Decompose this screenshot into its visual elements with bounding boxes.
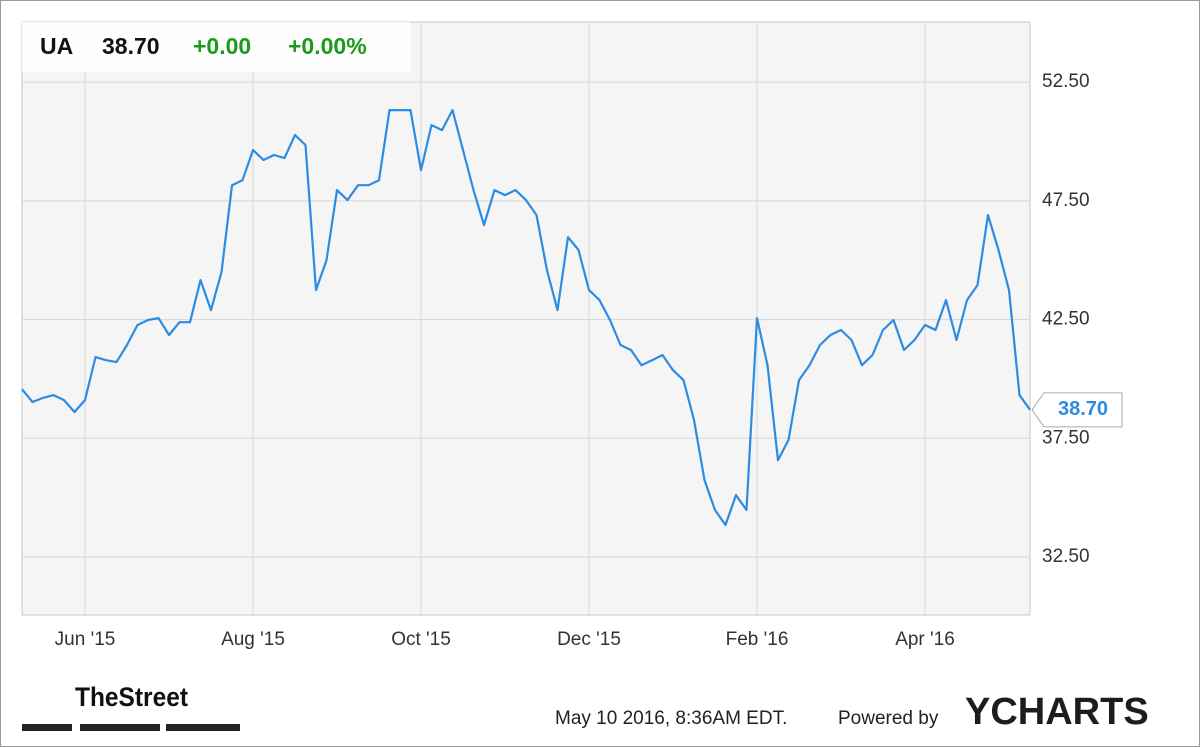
change: +0.00 bbox=[193, 33, 251, 59]
x-tick-label: Oct '15 bbox=[391, 629, 451, 650]
end-flag bbox=[1031, 392, 1123, 428]
timestamp: May 10 2016, 8:36AM EDT. bbox=[555, 708, 787, 729]
plot-area bbox=[21, 21, 1031, 616]
publisher-logo: TheStreet bbox=[75, 682, 188, 712]
y-tick-label: 47.50 bbox=[1042, 190, 1090, 211]
x-tick-label: Jun '15 bbox=[55, 629, 116, 650]
x-tick-label: Aug '15 bbox=[221, 629, 285, 650]
logo-bar bbox=[80, 724, 160, 731]
x-tick-label: Apr '16 bbox=[895, 629, 955, 650]
y-tick-label: 37.50 bbox=[1042, 427, 1090, 448]
powered-by: Powered by bbox=[838, 708, 939, 729]
price: 38.70 bbox=[102, 33, 160, 59]
logo-bar bbox=[22, 724, 72, 731]
end-label: 38.70 bbox=[1058, 398, 1108, 420]
price-line bbox=[21, 109, 1031, 527]
header-box bbox=[22, 22, 410, 72]
y-tick-label: 52.50 bbox=[1042, 71, 1090, 92]
ticker: UA bbox=[40, 33, 73, 59]
brand-logo: YCHARTS bbox=[965, 691, 1149, 733]
x-tick-label: Feb '16 bbox=[726, 629, 789, 650]
y-tick-label: 42.50 bbox=[1042, 309, 1090, 330]
x-tick-label: Dec '15 bbox=[557, 629, 621, 650]
logo-bar bbox=[166, 724, 240, 731]
change-percent: +0.00% bbox=[288, 33, 367, 59]
series bbox=[21, 109, 1031, 527]
y-tick-label: 32.50 bbox=[1042, 546, 1090, 567]
